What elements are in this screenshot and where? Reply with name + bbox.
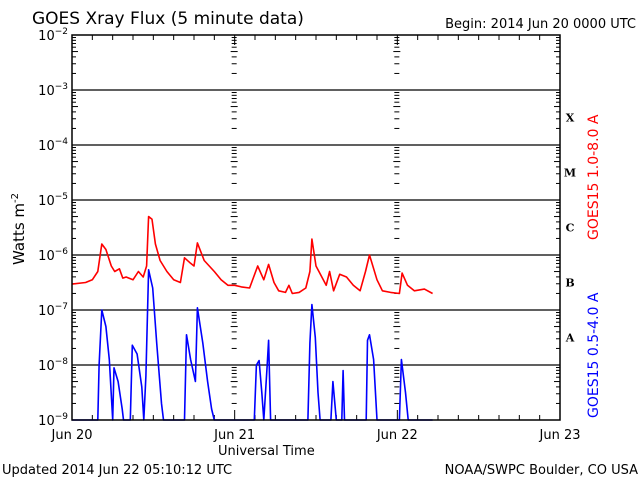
y-axis-label: Watts m-2 (10, 193, 28, 265)
x-tick-labels: Jun 20 Jun 21 Jun 22 Jun 23 (51, 428, 581, 443)
x-axis-label: Universal Time (218, 444, 315, 459)
flare-class-A: A (565, 332, 575, 345)
x-tick-label: Jun 23 (539, 428, 581, 443)
y-tick-label: 10−8 (38, 357, 68, 374)
legend-short-channel: GOES15 0.5-4.0 A (586, 292, 602, 418)
flare-class-X: X (566, 112, 575, 125)
x-tick-label: Jun 20 (51, 428, 93, 443)
y-tick-label: 10−5 (38, 192, 68, 209)
flare-class-C: C (566, 222, 575, 235)
flare-class-M: M (564, 167, 576, 180)
y-tick-labels: 10−2 10−3 10−4 10−5 10−6 10−7 10−8 10−9 (38, 27, 68, 429)
chart-title: GOES Xray Flux (5 minute data) (32, 9, 304, 29)
y-tick-label: 10−9 (38, 412, 68, 429)
y-tick-label: 10−3 (38, 82, 68, 99)
series-layer (71, 215, 433, 421)
series-line-short-channel (72, 268, 433, 421)
y-tick-label: 10−7 (38, 302, 68, 319)
y-tick-label: 10−6 (38, 247, 68, 264)
credit-label: NOAA/SWPC Boulder, CO USA (445, 463, 638, 478)
grid-layer (72, 89, 560, 366)
begin-label: Begin: 2014 Jun 20 0000 UTC (445, 17, 636, 32)
ticks-layer (72, 35, 560, 420)
x-tick-label: Jun 21 (213, 428, 255, 443)
updated-timestamp: Updated 2014 Jun 22 05:10:12 UTC (2, 463, 232, 478)
y-tick-label: 10−2 (38, 27, 68, 44)
flare-class-B: B (565, 277, 574, 290)
y-tick-label: 10−4 (38, 137, 68, 154)
series-line-long-channel (71, 215, 433, 295)
flare-class-labels: X M C B A (564, 112, 576, 345)
x-tick-label: Jun 22 (376, 428, 418, 443)
plot-frame (71, 34, 561, 421)
legend-long-channel: GOES15 1.0-8.0 A (586, 114, 602, 240)
